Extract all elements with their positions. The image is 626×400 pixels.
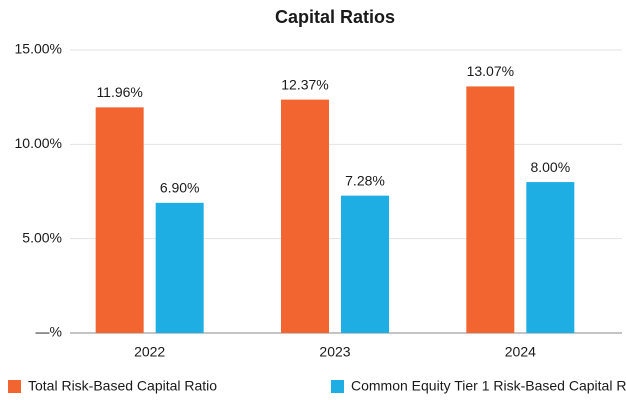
value-label: 12.37% — [281, 76, 328, 92]
bar — [526, 182, 575, 333]
chart-title: Capital Ratios — [275, 7, 395, 27]
legend-label: Total Risk-Based Capital Ratio — [28, 378, 217, 394]
y-tick-label: 10.00% — [15, 135, 62, 151]
legend-swatch — [331, 380, 344, 393]
bar — [281, 99, 329, 334]
x-tick-label: 2023 — [319, 344, 350, 360]
value-label: 7.28% — [345, 172, 385, 188]
y-tick-label: —% — [36, 324, 62, 340]
bar — [466, 86, 515, 334]
value-label: 13.07% — [467, 63, 514, 79]
legend-label: Common Equity Tier 1 Risk-Based Capital … — [351, 378, 626, 394]
y-tick-label: 5.00% — [22, 229, 62, 245]
value-label: 8.00% — [530, 159, 570, 175]
value-label: 11.96% — [96, 84, 142, 100]
y-tick-label: 15.00% — [15, 41, 62, 57]
x-tick-label: 2024 — [505, 344, 536, 360]
bar — [155, 202, 204, 333]
bar — [95, 107, 144, 333]
legend-swatch — [8, 380, 21, 393]
bar — [341, 195, 389, 333]
value-label: 6.90% — [160, 180, 200, 196]
x-tick-label: 2022 — [134, 344, 165, 360]
